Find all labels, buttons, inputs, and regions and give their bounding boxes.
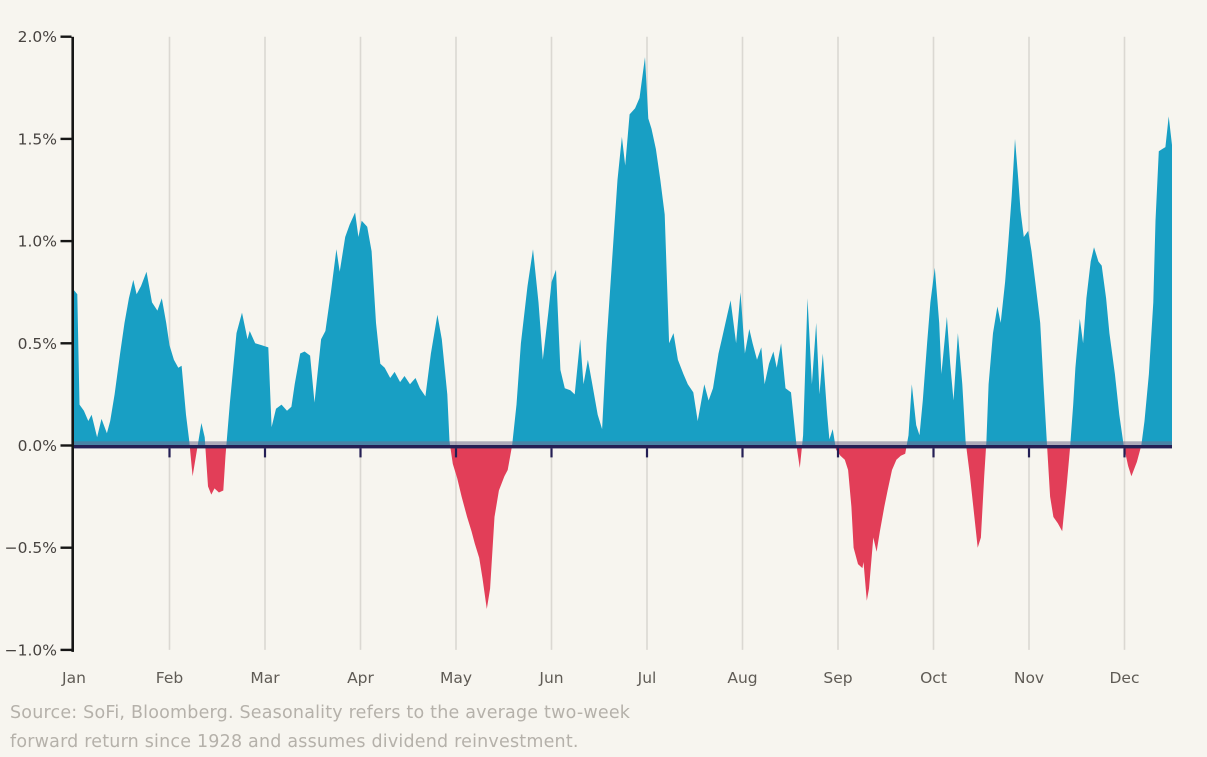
month-label: Nov (1014, 669, 1044, 687)
month-tick (836, 448, 840, 458)
source-note-line2: forward return since 1928 and assumes di… (10, 732, 579, 752)
y-axis-tick (60, 137, 72, 141)
month-tick (454, 448, 458, 458)
y-axis-tick-label: −0.5% (5, 539, 57, 557)
y-axis-tick (60, 342, 72, 345)
y-axis-tick (60, 546, 72, 549)
month-tick (168, 448, 171, 458)
area-positive (74, 57, 1172, 446)
y-axis-line (71, 36, 74, 652)
month-label: Aug (727, 669, 757, 687)
source-note: Source: SoFi, Bloomberg. Seasonality ref… (10, 699, 630, 757)
zero-line-upper-band (74, 441, 1172, 445)
month-tick (1027, 448, 1031, 458)
y-axis-tick (60, 444, 72, 447)
y-axis-tick-label: 1.0% (18, 233, 57, 251)
month-tick (550, 448, 553, 458)
month-label: Feb (156, 669, 183, 687)
month-label: Jun (538, 669, 563, 687)
month-label: Apr (347, 669, 374, 687)
y-axis-tick-label: −1.0% (5, 641, 57, 659)
y-axis-tick (60, 648, 72, 652)
y-axis-tick-label: 0.0% (18, 437, 57, 455)
month-label: Mar (250, 669, 280, 687)
month-label: Sep (823, 669, 852, 687)
zero-baseline (74, 445, 1172, 449)
month-label: Jan (61, 669, 86, 687)
month-tick (1123, 448, 1126, 458)
month-tick (932, 448, 935, 458)
y-axis-tick-label: 2.0% (18, 28, 57, 46)
y-axis-tick-label: 1.5% (18, 130, 57, 148)
month-tick (263, 448, 267, 458)
month-label: Dec (1110, 669, 1140, 687)
month-label: Oct (920, 669, 947, 687)
source-note-line1: Source: SoFi, Bloomberg. Seasonality ref… (10, 703, 631, 723)
area-negative (74, 445, 1172, 609)
y-axis-tick-label: 0.5% (18, 335, 57, 353)
month-label: May (440, 669, 472, 687)
month-tick (359, 448, 362, 458)
y-axis-tick (60, 239, 72, 243)
month-label: Jul (637, 669, 657, 687)
month-tick (741, 448, 744, 458)
month-tick (645, 448, 649, 458)
seasonality-area-chart: 2.0% 1.5% 1.0% 0.5% 0.0% −0.5% −1.0%Jan Feb Mar A… (5, 28, 1172, 687)
y-axis-tick (60, 35, 72, 38)
